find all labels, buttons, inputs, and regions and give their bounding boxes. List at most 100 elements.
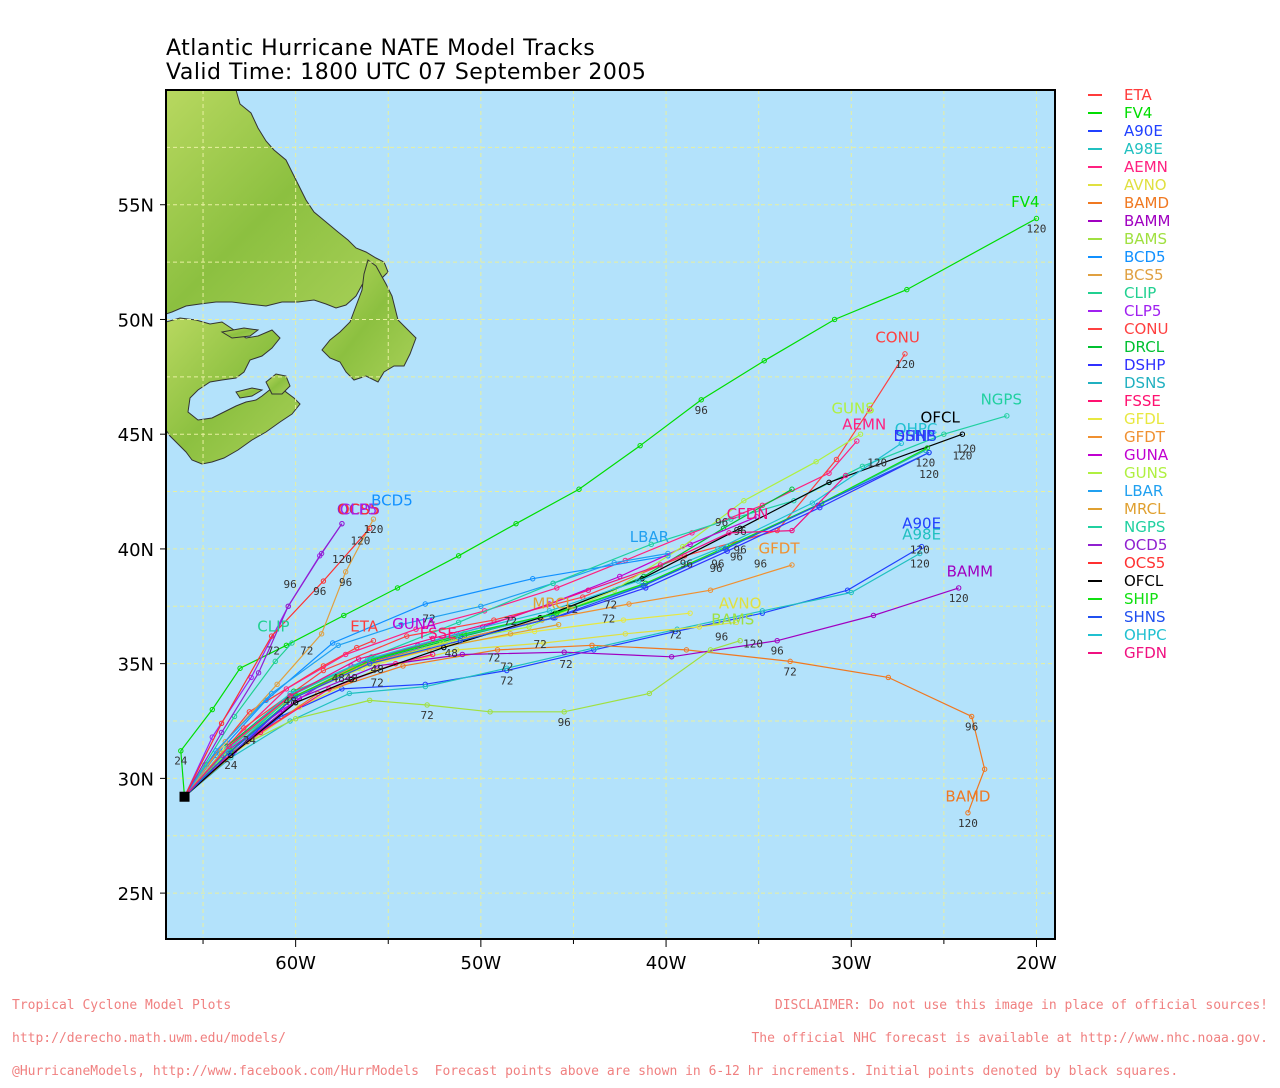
footer-left-line-3: @HurricaneModels, http://www.facebook.co…	[12, 1064, 1179, 1079]
legend-label: OFCL	[1124, 572, 1164, 590]
forecast-hour-label: 96	[709, 562, 722, 575]
legend-label: DSNS	[1124, 374, 1166, 392]
track-line	[184, 475, 847, 798]
forecast-hour-label: 24	[224, 759, 238, 772]
track-name-label: NGPS	[981, 390, 1022, 408]
forecast-hour-label: 96	[695, 404, 708, 417]
forecast-hour-label: 72	[784, 665, 797, 678]
legend-swatch	[1088, 238, 1102, 240]
legend-swatch	[1088, 526, 1102, 528]
track-point	[968, 713, 975, 720]
y-tick-label: 45N	[118, 425, 154, 446]
track-point	[831, 316, 838, 323]
track-point	[318, 631, 325, 637]
track-name-label: SHNS	[895, 427, 937, 445]
track-point	[209, 706, 216, 713]
track-point	[318, 550, 325, 557]
track-point	[287, 693, 293, 699]
track-name-label: A98E	[902, 526, 941, 544]
track-point	[292, 699, 299, 706]
track-point	[668, 654, 675, 660]
track-name-label: FSSE	[420, 624, 457, 642]
legend-label: DRCL	[1124, 338, 1165, 356]
forecast-hour-label: 120	[1027, 222, 1047, 235]
track-point	[680, 543, 686, 550]
y-tick-label: 30N	[118, 769, 154, 790]
legend-item-eta: ETA	[1088, 86, 1170, 104]
forecast-hour-label: 120	[351, 534, 371, 547]
y-tick-label: 25N	[118, 884, 154, 905]
forecast-hour-label: 96	[734, 525, 747, 538]
y-tick-label: 55N	[118, 196, 154, 217]
track-point	[707, 587, 714, 593]
legend-item-bamm: BAMM	[1088, 212, 1170, 230]
forecast-hour-label: 120	[910, 544, 930, 557]
track-point	[394, 585, 401, 591]
forecast-hour-label: 24	[243, 734, 257, 747]
track-name-label: OCS5	[338, 501, 379, 519]
legend-swatch	[1088, 166, 1102, 168]
track-point	[285, 603, 291, 609]
forecast-hour-label: 72	[487, 651, 500, 664]
track-point	[346, 690, 353, 697]
track-name-label: BAMS	[711, 611, 754, 629]
legend-item-aemn: AEMN	[1088, 158, 1170, 176]
track-point	[898, 440, 904, 447]
track-point	[885, 674, 892, 681]
track-line	[184, 640, 741, 798]
track-bcd5	[184, 553, 671, 798]
track-point	[494, 647, 501, 653]
track-point	[554, 585, 560, 591]
legend-item-clip: CLIP	[1088, 284, 1170, 302]
forecast-hour-label: 72	[559, 658, 572, 671]
forecast-hour-label: 72	[500, 661, 513, 674]
track-point	[455, 619, 462, 626]
pei-island	[235, 387, 264, 399]
track-line	[184, 552, 921, 798]
track-point	[546, 608, 553, 614]
track-point	[561, 709, 567, 715]
legend-label: GUNA	[1124, 446, 1169, 464]
legend-swatch	[1088, 400, 1102, 402]
track-point	[459, 651, 466, 658]
track-point	[918, 543, 925, 550]
legend-label: AVNO	[1124, 176, 1167, 194]
maritimes-landmass	[166, 317, 301, 465]
track-point	[589, 642, 595, 648]
track-point	[554, 610, 560, 616]
track-line	[184, 624, 559, 798]
legend-label: OHPC	[1124, 626, 1167, 644]
forecast-hour-label: 72	[371, 677, 384, 690]
legend-swatch	[1088, 202, 1102, 204]
legend-item-shns: SHNS	[1088, 608, 1170, 626]
forecast-hour-label: 72	[602, 612, 615, 625]
forecast-hour-label: 120	[363, 523, 383, 536]
forecast-hour-label: 96	[730, 550, 743, 563]
forecast-hour-label: 96	[771, 645, 784, 658]
forecast-hour-label: 72	[504, 615, 517, 628]
track-line	[183, 642, 293, 798]
initial-position-marker	[179, 791, 190, 802]
forecast-hour-label: 24	[174, 755, 188, 768]
legend-label: CLIP	[1124, 284, 1157, 302]
forecast-hour-label: 120	[895, 358, 915, 371]
track-point	[291, 695, 297, 701]
track-point	[722, 546, 729, 552]
track-point	[698, 397, 704, 403]
track-name-label: GFDT	[759, 540, 801, 558]
track-point	[683, 647, 690, 653]
legend-label: A90E	[1124, 122, 1163, 140]
legend-item-a90e: A90E	[1088, 122, 1170, 140]
legend-swatch	[1088, 346, 1102, 348]
track-point	[844, 587, 851, 593]
track-point	[728, 516, 734, 522]
legend-item-ship: SHIP	[1088, 590, 1170, 608]
track-point	[741, 498, 747, 504]
x-tick-label: 60W	[275, 953, 316, 974]
track-point	[218, 729, 225, 736]
newfoundland-island	[321, 259, 417, 383]
track-line	[183, 527, 371, 797]
track-line	[183, 523, 343, 798]
legend-item-gfdl: GFDL	[1088, 410, 1170, 428]
